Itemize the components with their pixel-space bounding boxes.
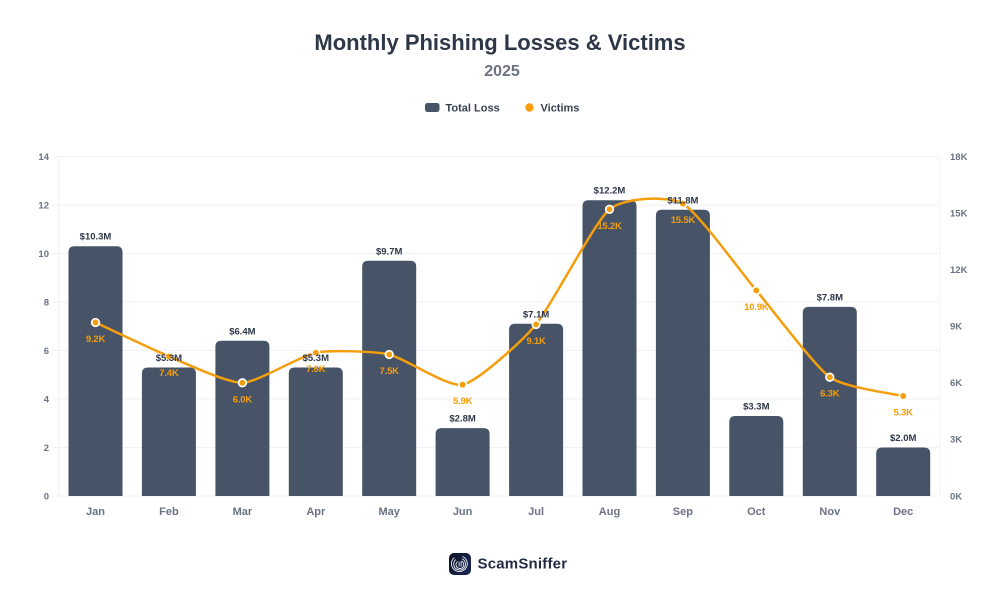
svg-text:Oct: Oct	[747, 506, 766, 518]
svg-text:Nov: Nov	[819, 506, 841, 518]
svg-text:Feb: Feb	[159, 506, 179, 518]
svg-text:Total Loss: Total Loss	[446, 103, 500, 115]
svg-text:9K: 9K	[950, 322, 962, 333]
svg-text:Monthly Phishing Losses & Vict: Monthly Phishing Losses & Victims	[314, 30, 685, 55]
svg-text:Apr: Apr	[306, 506, 326, 518]
svg-text:8: 8	[44, 298, 49, 309]
svg-text:7.6K: 7.6K	[306, 364, 326, 375]
svg-text:May: May	[378, 506, 400, 518]
svg-text:Dec: Dec	[893, 506, 913, 518]
svg-text:7.5K: 7.5K	[380, 366, 400, 377]
svg-text:2025: 2025	[484, 63, 520, 80]
svg-text:15K: 15K	[950, 208, 968, 219]
svg-text:Jun: Jun	[453, 506, 473, 518]
svg-text:6.0K: 6.0K	[233, 394, 253, 405]
svg-text:15.5K: 15.5K	[671, 215, 696, 226]
svg-text:6: 6	[44, 346, 49, 357]
svg-text:$12.2M: $12.2M	[594, 186, 626, 197]
svg-text:$5.3M: $5.3M	[303, 353, 329, 364]
svg-text:3K: 3K	[950, 435, 962, 446]
svg-text:ScamSniffer: ScamSniffer	[478, 556, 568, 573]
svg-text:6K: 6K	[950, 378, 962, 389]
svg-text:Victims: Victims	[541, 103, 580, 115]
svg-text:$11.8M: $11.8M	[667, 195, 698, 206]
svg-text:$9.7M: $9.7M	[376, 246, 402, 257]
svg-text:$7.8M: $7.8M	[817, 292, 843, 303]
svg-text:4: 4	[44, 395, 50, 406]
svg-text:$3.3M: $3.3M	[743, 402, 769, 413]
svg-text:5.3K: 5.3K	[894, 408, 914, 419]
svg-text:0K: 0K	[950, 491, 962, 502]
svg-text:Jan: Jan	[86, 506, 105, 518]
svg-text:$10.3M: $10.3M	[80, 232, 112, 243]
svg-text:$6.4M: $6.4M	[229, 326, 255, 337]
svg-text:Mar: Mar	[233, 506, 253, 518]
svg-text:10: 10	[38, 249, 49, 260]
svg-text:12: 12	[38, 201, 49, 212]
svg-text:15.2K: 15.2K	[597, 221, 622, 232]
svg-text:9.1K: 9.1K	[526, 336, 546, 347]
svg-text:10.9K: 10.9K	[744, 302, 769, 313]
svg-text:5.9K: 5.9K	[453, 396, 473, 407]
svg-text:0: 0	[44, 492, 49, 503]
svg-text:9.2K: 9.2K	[86, 334, 106, 345]
svg-text:$5.3M: $5.3M	[156, 353, 182, 364]
svg-text:7.4K: 7.4K	[159, 368, 179, 379]
svg-text:$7.1M: $7.1M	[523, 309, 549, 320]
svg-text:Aug: Aug	[599, 506, 620, 518]
svg-text:2: 2	[44, 443, 49, 454]
svg-text:14: 14	[38, 152, 49, 163]
svg-text:Sep: Sep	[673, 506, 693, 518]
svg-text:6.3K: 6.3K	[820, 389, 840, 400]
svg-text:12K: 12K	[950, 265, 968, 276]
svg-text:$2.8M: $2.8M	[449, 414, 475, 425]
svg-text:18K: 18K	[950, 152, 968, 163]
svg-text:$2.0M: $2.0M	[890, 433, 916, 444]
svg-text:Jul: Jul	[528, 506, 544, 518]
